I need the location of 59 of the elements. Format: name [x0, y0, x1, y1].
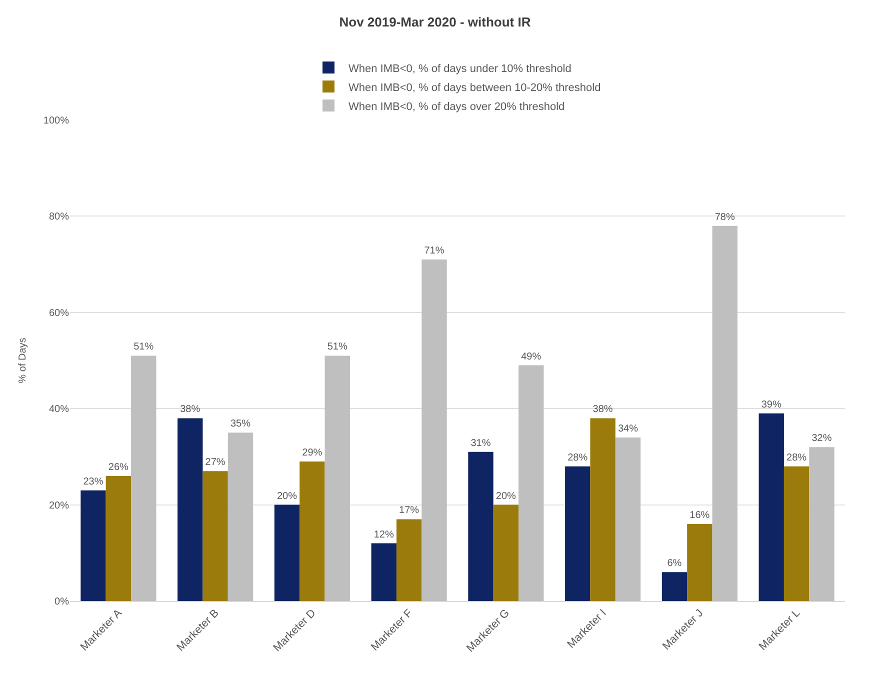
bar [784, 466, 810, 601]
legend-label: When IMB<0, % of days over 20% threshold [348, 100, 565, 113]
y-tick-label: 100% [43, 116, 70, 126]
y-tick-label: 80% [48, 212, 70, 223]
bar [565, 466, 590, 601]
data-label: 16% [690, 510, 710, 522]
data-label: 6% [667, 558, 682, 570]
bar [228, 432, 254, 601]
data-label: 17% [399, 505, 420, 516]
bar [178, 418, 203, 601]
data-label: 28% [786, 452, 807, 464]
bar [396, 519, 422, 601]
bar [662, 572, 688, 601]
data-label: 34% [618, 423, 638, 434]
bar [758, 413, 784, 601]
data-label: 26% [108, 462, 128, 473]
legend-label: When IMB<0, % of days between 10-20% threshold [348, 82, 601, 94]
chart-title: Nov 2019-Mar 2020 - without IR [339, 14, 532, 30]
data-label: 28% [568, 452, 588, 464]
bar [518, 365, 544, 601]
bar [324, 356, 350, 601]
data-label: 38% [592, 404, 613, 416]
bar [80, 490, 106, 601]
data-label: 31% [470, 438, 491, 449]
bar [615, 437, 641, 601]
data-label: 51% [134, 342, 154, 353]
y-tick-label: 60% [48, 308, 70, 319]
y-tick-label: 20% [48, 500, 70, 512]
y-tick-label: 40% [48, 404, 70, 416]
data-label: 27% [205, 457, 226, 468]
data-label: 78% [714, 212, 735, 223]
data-label: 32% [812, 433, 832, 444]
data-label: 29% [302, 448, 322, 459]
data-label: 49% [521, 351, 542, 362]
data-label: 20% [496, 490, 516, 502]
bar [274, 504, 300, 601]
bar [422, 259, 447, 601]
data-label: 12% [374, 529, 394, 540]
bar [590, 418, 616, 601]
data-label: 38% [180, 404, 200, 416]
data-label: 20% [276, 490, 298, 502]
data-label: 23% [83, 476, 104, 488]
bar [202, 471, 228, 601]
bar [468, 452, 494, 601]
bar [106, 476, 132, 601]
y-axis-title: % of Days [17, 338, 28, 384]
bar [371, 543, 396, 601]
data-label: 35% [230, 418, 251, 430]
bar [712, 226, 738, 601]
y-tick-label: 0% [54, 596, 70, 608]
data-label: 39% [761, 399, 782, 410]
bar [687, 524, 712, 601]
bar [131, 356, 156, 601]
bar [300, 462, 325, 601]
data-label: 51% [327, 342, 348, 353]
data-label: 71% [424, 245, 444, 256]
bar [809, 447, 834, 601]
legend-label: When IMB<0, % of days under 10% threshold [348, 62, 572, 75]
bar [493, 504, 519, 601]
